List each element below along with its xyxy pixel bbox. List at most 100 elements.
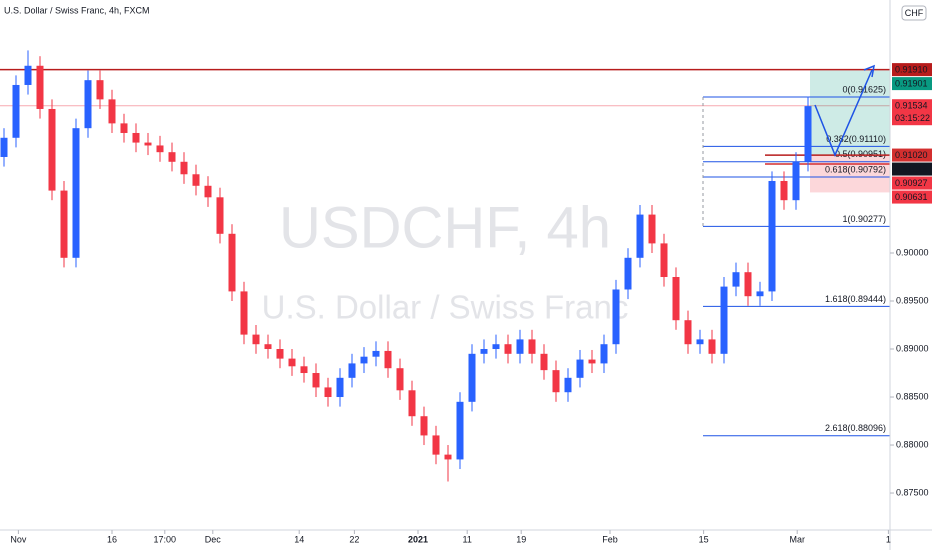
price-tag bbox=[892, 162, 932, 176]
price-tag bbox=[892, 99, 932, 126]
candle-body bbox=[624, 257, 632, 290]
price-tag bbox=[892, 176, 932, 190]
fib-label: 1(0.90277) bbox=[842, 214, 886, 224]
projection-arrow bbox=[814, 69, 873, 157]
candle-body bbox=[528, 339, 536, 354]
price-tag-label: 0.91020 bbox=[895, 150, 928, 160]
candle-body bbox=[156, 145, 164, 153]
candle-body bbox=[252, 334, 260, 345]
candle-body bbox=[300, 366, 308, 374]
x-tick-label: 1 bbox=[886, 534, 891, 544]
candle-body bbox=[420, 416, 428, 436]
currency-box[interactable] bbox=[901, 5, 927, 21]
candle-body bbox=[324, 387, 332, 398]
price-tag bbox=[892, 63, 932, 77]
target-zone bbox=[810, 70, 890, 156]
candle-body bbox=[204, 185, 212, 198]
countdown: 03:15:22 bbox=[895, 113, 930, 123]
candle-body bbox=[84, 80, 92, 129]
candle-body bbox=[228, 233, 236, 292]
currency[interactable]: CHF bbox=[905, 8, 924, 18]
x-tick-label: 16 bbox=[107, 534, 117, 544]
candle-body bbox=[60, 190, 68, 258]
candle-body bbox=[636, 214, 644, 258]
candle-body bbox=[192, 174, 200, 186]
candle-body bbox=[372, 350, 380, 357]
candle-body bbox=[48, 108, 56, 191]
candle-body bbox=[696, 339, 704, 345]
candle-body bbox=[396, 368, 404, 391]
candle-body bbox=[540, 353, 548, 371]
candle-body bbox=[588, 359, 596, 364]
candle-body bbox=[36, 65, 44, 109]
candle-body bbox=[492, 344, 500, 350]
y-tick-label: 0.89500 bbox=[896, 295, 929, 305]
candle-body bbox=[360, 356, 368, 364]
x-tick-label: 2021 bbox=[408, 534, 428, 544]
candle-body bbox=[612, 289, 620, 345]
y-tick-label: 0.88000 bbox=[896, 439, 929, 449]
price-tag bbox=[892, 190, 932, 204]
candle-body bbox=[648, 214, 656, 244]
chart-title: U.S. Dollar / Swiss Franc, 4h, FXCM bbox=[4, 5, 150, 15]
fib-label: 1.618(0.89444) bbox=[825, 294, 886, 304]
y-tick-label: 0.90000 bbox=[896, 247, 929, 257]
y-tick-label: 0.87500 bbox=[896, 487, 929, 497]
x-tick-label: 15 bbox=[699, 534, 709, 544]
watermark-subtitle: U.S. Dollar / Swiss Franc bbox=[262, 289, 629, 326]
candle-body bbox=[672, 277, 680, 321]
fib-label: 0.618(0.90792) bbox=[825, 164, 886, 174]
candle-body bbox=[72, 128, 80, 258]
candle-body bbox=[264, 344, 272, 350]
price-tag bbox=[892, 148, 932, 162]
candle-body bbox=[180, 161, 188, 175]
watermark: USDCHF, 4h bbox=[279, 195, 611, 260]
candle-body bbox=[96, 80, 104, 100]
candle-body bbox=[456, 401, 464, 460]
candle-body bbox=[168, 152, 176, 162]
candle-body bbox=[768, 180, 776, 292]
candle-body bbox=[756, 291, 764, 297]
plot-area: 0(0.91625)0.382(0.91110)0.5(0.90951)0.61… bbox=[0, 50, 890, 482]
x-tick-label: Mar bbox=[789, 534, 805, 544]
x-tick-label: 17:00 bbox=[154, 534, 177, 544]
candle-body bbox=[660, 243, 668, 278]
candle-body bbox=[120, 123, 128, 133]
x-tick-label: 19 bbox=[516, 534, 526, 544]
x-tick-label: 14 bbox=[294, 534, 304, 544]
candle-body bbox=[804, 106, 812, 162]
candle-body bbox=[276, 349, 284, 359]
candle-body bbox=[144, 142, 152, 146]
candle-body bbox=[780, 180, 788, 201]
candle-body bbox=[0, 137, 8, 157]
fib-label: 2.618(0.88096) bbox=[825, 423, 886, 433]
candle-body bbox=[708, 339, 716, 354]
candle-body bbox=[384, 350, 392, 369]
candle-body bbox=[336, 377, 344, 398]
arrow-head bbox=[863, 64, 875, 78]
candle-body bbox=[552, 370, 560, 393]
price-tag-label: 0.91901 bbox=[895, 78, 928, 88]
fib-label: 0.382(0.91110) bbox=[826, 134, 886, 144]
candle-body bbox=[732, 272, 740, 287]
candle-body bbox=[744, 272, 752, 297]
candle-body bbox=[348, 363, 356, 378]
x-tick-label: Feb bbox=[602, 534, 618, 544]
candle-body bbox=[12, 84, 20, 138]
y-tick-label: 0.88500 bbox=[896, 391, 929, 401]
candle-body bbox=[132, 132, 140, 143]
candle-body bbox=[216, 197, 224, 234]
candle-body bbox=[516, 339, 524, 354]
x-tick-label: 11 bbox=[463, 534, 472, 544]
fib-label: 0.5(0.90951) bbox=[835, 149, 886, 159]
candle-body bbox=[576, 359, 584, 378]
candle-body bbox=[408, 390, 416, 417]
candle-body bbox=[684, 320, 692, 345]
price-tag-label: 0.91019 bbox=[895, 164, 928, 174]
candle-body bbox=[108, 99, 116, 124]
price-tag-label: 0.90927 bbox=[895, 178, 928, 188]
candle-body bbox=[288, 358, 296, 367]
candle-body bbox=[444, 454, 452, 460]
